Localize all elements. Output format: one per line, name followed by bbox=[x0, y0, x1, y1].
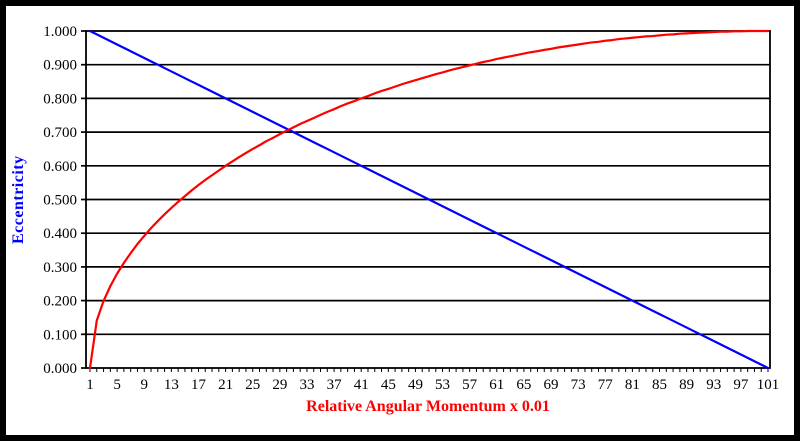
x-tick-label: 101 bbox=[757, 377, 780, 393]
x-tick-label: 93 bbox=[706, 377, 721, 393]
x-tick-label: 69 bbox=[544, 377, 559, 393]
y-tick-label: 0.500 bbox=[43, 193, 77, 209]
x-tick-label: 89 bbox=[679, 377, 694, 393]
x-tick-label: 9 bbox=[140, 377, 148, 393]
x-tick-label: 17 bbox=[191, 377, 207, 393]
x-tick-label: 49 bbox=[408, 377, 423, 393]
x-tick-label: 41 bbox=[354, 377, 369, 393]
blue-curve bbox=[88, 29, 770, 370]
y-tick-label: 0.800 bbox=[43, 91, 77, 107]
x-axis-title: Relative Angular Momentum x 0.01 bbox=[306, 398, 550, 415]
y-axis-title: Eccentricity bbox=[10, 155, 27, 244]
x-tick-label: 33 bbox=[299, 377, 314, 393]
x-tick-label: 5 bbox=[113, 377, 121, 393]
x-tick-label: 97 bbox=[733, 377, 749, 393]
y-tick-label: 0.300 bbox=[43, 260, 77, 276]
x-tick-label: 65 bbox=[516, 377, 531, 393]
x-tick-label: 29 bbox=[272, 377, 287, 393]
x-tick-label: 81 bbox=[625, 377, 640, 393]
x-tick-label: 37 bbox=[327, 377, 343, 393]
plot-border bbox=[85, 30, 771, 369]
x-tick-label: 85 bbox=[652, 377, 667, 393]
x-tick-label: 45 bbox=[381, 377, 396, 393]
x-tick-label: 13 bbox=[164, 377, 179, 393]
x-tick-label: 25 bbox=[245, 377, 260, 393]
x-tick-label: 57 bbox=[462, 377, 478, 393]
x-tick-label: 77 bbox=[598, 377, 614, 393]
x-tick-label: 73 bbox=[571, 377, 586, 393]
x-tick-label: 53 bbox=[435, 377, 450, 393]
x-tick-label: 1 bbox=[86, 377, 94, 393]
y-tick-label: 0.400 bbox=[43, 226, 77, 242]
y-tick-label: 0.100 bbox=[43, 327, 77, 343]
y-tick-label: 0.200 bbox=[43, 294, 77, 310]
y-tick-label: 0.900 bbox=[43, 58, 77, 74]
x-tick-label: 21 bbox=[218, 377, 233, 393]
y-tick-label: 0.000 bbox=[43, 361, 77, 377]
x-tick-label: 61 bbox=[489, 377, 504, 393]
red-curve bbox=[88, 29, 770, 370]
y-tick-label: 0.600 bbox=[43, 159, 77, 175]
y-tick-label: 0.700 bbox=[43, 125, 77, 141]
y-tick-label: 1.000 bbox=[43, 24, 77, 40]
